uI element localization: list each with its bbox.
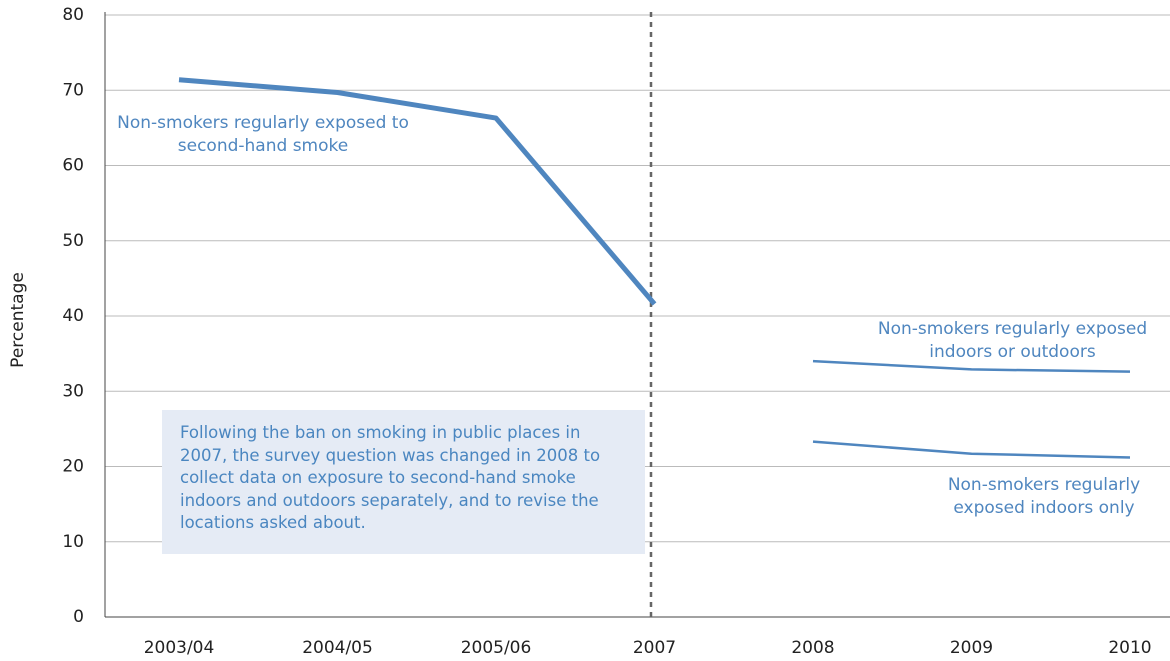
y-tick-label: 80 <box>62 5 84 25</box>
y-tick-label: 0 <box>73 607 84 627</box>
series-label: Non-smokers regularly exposed indoors or… <box>877 319 1148 362</box>
y-tick-label: 20 <box>62 457 84 477</box>
x-tick-label: 2005/06 <box>461 638 532 658</box>
annotation: Following the ban on smoking in public p… <box>162 410 645 554</box>
y-tick-label: 40 <box>62 306 84 326</box>
line <box>812 440 1131 459</box>
y-tick-label: 50 <box>62 231 84 251</box>
y-tick-label: 60 <box>62 156 84 176</box>
x-tick-label: 2007 <box>633 638 676 658</box>
series-label: Non-smokers regularly exposed indoors on… <box>947 475 1141 518</box>
series-label: Non-smokers regularly exposed to second-… <box>117 113 409 156</box>
y-tick-label: 70 <box>62 80 84 100</box>
x-tick-label: 2003/04 <box>144 638 215 658</box>
y-axis-label: Percentage <box>8 272 28 368</box>
x-tick-label: 2008 <box>791 638 834 658</box>
line <box>812 359 1131 373</box>
x-tick-label: 2010 <box>1108 638 1151 658</box>
x-tick-label: 2004/05 <box>302 638 373 658</box>
x-tick-label: 2009 <box>950 638 993 658</box>
y-tick-label: 10 <box>62 532 84 552</box>
line <box>178 77 657 306</box>
y-tick-label: 30 <box>62 381 84 401</box>
